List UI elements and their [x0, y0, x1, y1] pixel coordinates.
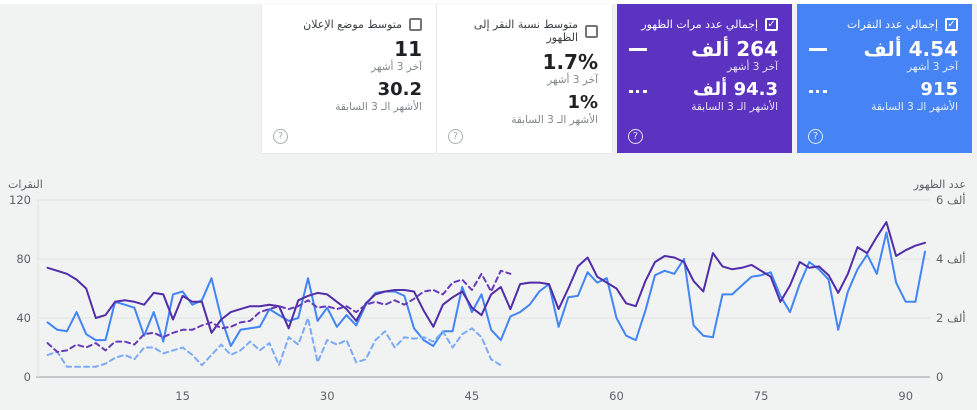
- series-dashed-left: [46, 317, 502, 368]
- clicks-previous-value: 915: [920, 79, 958, 100]
- clicks-current-period: آخر 3 أشهر: [907, 61, 958, 73]
- right-axis-title: عدد الظهور: [913, 178, 966, 191]
- position-current-period: آخر 3 أشهر: [371, 61, 422, 73]
- card-total-clicks[interactable]: ✓ إجمالي عدد النقرات 4.54 ألف آخر 3 أشهر…: [797, 4, 972, 153]
- right-axis-tick: 0: [936, 370, 943, 384]
- series-dashed-right: [46, 269, 512, 353]
- ctr-previous-value: 1%: [567, 92, 598, 113]
- metric-cards-row: ✓ إجمالي عدد النقرات 4.54 ألف آخر 3 أشهر…: [262, 4, 972, 153]
- position-previous-period: الأشهر الـ 3 السابقة: [335, 101, 422, 113]
- help-icon[interactable]: ?: [448, 129, 463, 144]
- ctr-checkbox-icon[interactable]: [585, 24, 598, 38]
- left-axis-tick: 40: [16, 311, 31, 325]
- impressions-checkbox-icon[interactable]: ✓: [765, 18, 778, 31]
- position-checkbox-icon[interactable]: [409, 18, 422, 31]
- left-axis-title: النقرات: [8, 178, 43, 191]
- dotted-line-indicator: [629, 90, 647, 93]
- right-axis-tick: 6 ألف: [936, 192, 966, 207]
- series-solid-right: [46, 221, 926, 334]
- position-previous-value: 30.2: [377, 79, 422, 100]
- clicks-current-value: 4.54 ألف: [863, 37, 958, 61]
- impressions-previous-value: 94.3 ألف: [692, 79, 778, 100]
- dotted-line-indicator: [809, 90, 827, 93]
- card-label: إجمالي عدد مرات الظهور: [641, 18, 758, 31]
- help-icon[interactable]: ?: [628, 129, 643, 144]
- card-label: متوسط موضع الإعلان: [303, 18, 402, 31]
- solid-line-indicator: [629, 48, 647, 51]
- chart-canvas[interactable]: 120 6 ألف 80 4 ألف 40 2 ألف 0 0 النقرات عدد الظهو…: [0, 175, 977, 410]
- card-label: إجمالي عدد النقرات: [846, 18, 938, 31]
- right-axis-tick: 4 ألف: [936, 251, 966, 266]
- x-axis-tick: 15: [175, 389, 190, 403]
- x-axis-tick: 75: [754, 389, 769, 403]
- impressions-current-period: آخر 3 أشهر: [727, 61, 778, 73]
- solid-line-indicator: [809, 48, 827, 51]
- x-axis-tick: 60: [609, 389, 624, 403]
- left-axis-tick: 120: [9, 193, 31, 207]
- clicks-checkbox-icon[interactable]: ✓: [945, 18, 958, 31]
- ctr-previous-period: الأشهر الـ 3 السابقة: [511, 114, 598, 126]
- left-axis-tick: 0: [24, 370, 31, 384]
- x-axis-tick: 90: [898, 389, 913, 403]
- card-total-impressions[interactable]: ✓ إجمالي عدد مرات الظهور 264 ألف آخر 3 أ…: [617, 4, 792, 153]
- x-axis-tick: 30: [320, 389, 335, 403]
- card-average-ctr[interactable]: متوسط نسبة النقر إلى الظهور 1.7% آخر 3 أ…: [437, 4, 612, 153]
- performance-chart[interactable]: 120 6 ألف 80 4 ألف 40 2 ألف 0 0 النقرات عدد الظهو…: [0, 175, 977, 410]
- x-axis-tick: 45: [465, 389, 480, 403]
- card-average-position[interactable]: متوسط موضع الإعلان 11 آخر 3 أشهر 30.2 ال…: [262, 4, 437, 153]
- secondary-cards-group: متوسط نسبة النقر إلى الظهور 1.7% آخر 3 أ…: [262, 4, 612, 153]
- right-axis-tick: 2 ألف: [936, 310, 966, 325]
- ctr-current-value: 1.7%: [542, 50, 598, 74]
- clicks-previous-period: الأشهر الـ 3 السابقة: [871, 101, 958, 113]
- ctr-current-period: آخر 3 أشهر: [547, 74, 598, 86]
- position-current-value: 11: [394, 37, 422, 61]
- help-icon[interactable]: ?: [273, 129, 288, 144]
- series-solid-left: [46, 231, 926, 347]
- impressions-current-value: 264 ألف: [691, 37, 778, 61]
- help-icon[interactable]: ?: [808, 129, 823, 144]
- impressions-previous-period: الأشهر الـ 3 السابقة: [691, 101, 778, 113]
- left-axis-tick: 80: [16, 252, 31, 266]
- top-divider: [0, 0, 977, 4]
- card-label: متوسط نسبة النقر إلى الظهور: [473, 18, 578, 44]
